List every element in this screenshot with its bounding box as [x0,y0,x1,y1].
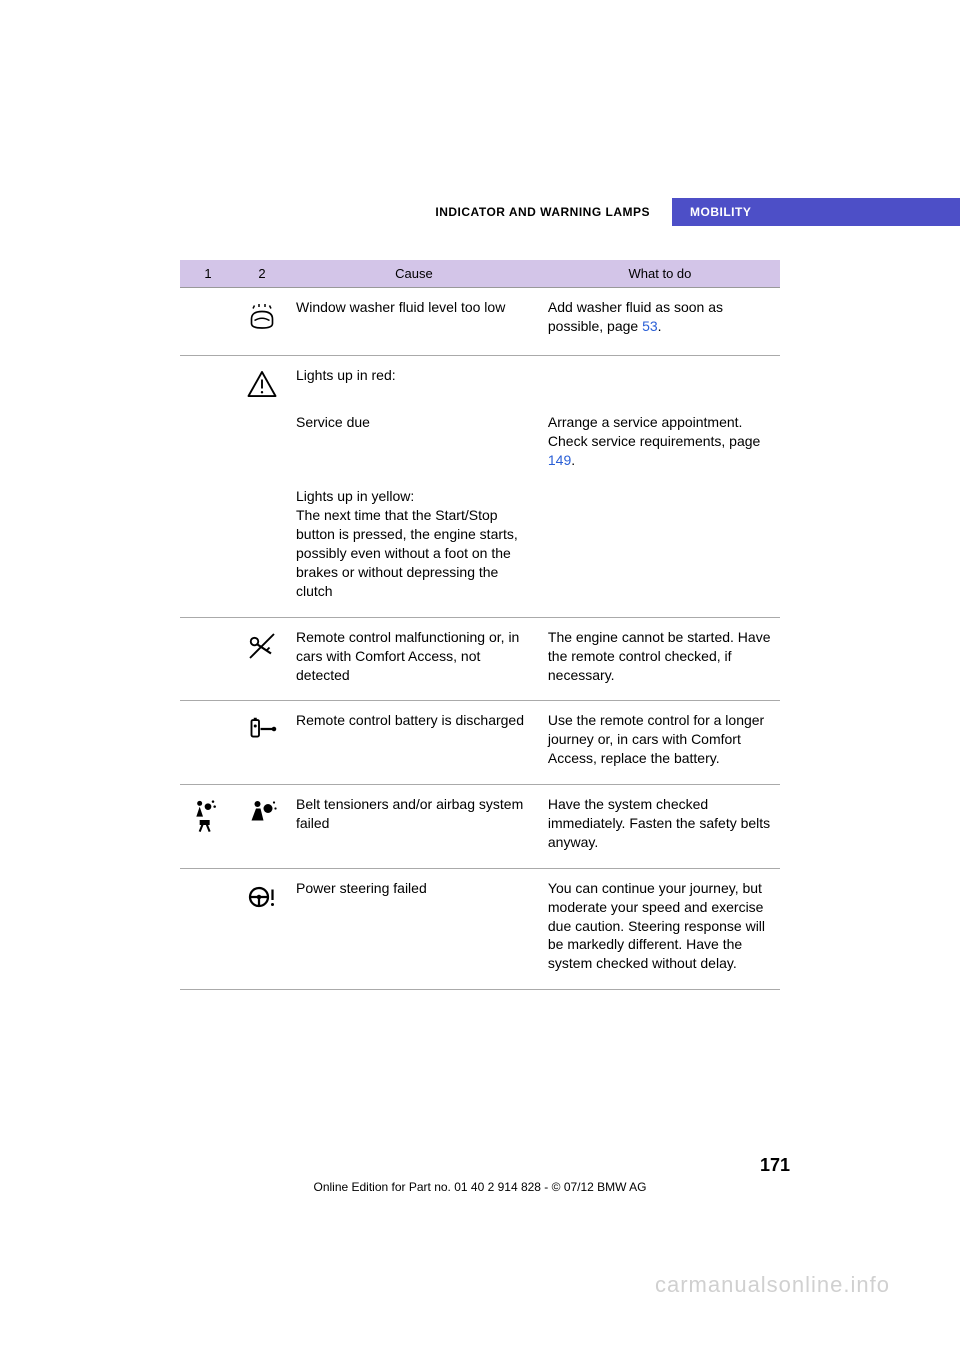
key-slash-icon [244,628,280,664]
table-row: Belt tensioners and/or airbag system fai… [180,785,780,869]
washer-fluid-icon [244,298,280,334]
cause-text: Remote control battery is discharged [288,701,540,785]
chapter-badge: MOBILITY [672,198,960,226]
col-header-2: 2 [236,260,288,288]
page-link[interactable]: 53 [642,318,658,334]
col-header-action: What to do [540,260,780,288]
cause-text: Power steering failed [288,868,540,989]
steering-warning-icon [244,879,280,915]
table-row: Remote control battery is discharged Use… [180,701,780,785]
cause-text: Service due [288,411,540,474]
cause-text: Belt tensioners and/or airbag system fai… [288,785,540,869]
table-row: Service due Arrange a service appointmen… [180,411,780,474]
cause-text: Lights up in yellow: The next time that … [288,473,540,617]
action-text: The engine cannot be started. Have the r… [540,617,780,701]
table-row: Lights up in yellow: The next time that … [180,473,780,617]
section-title: INDICATOR AND WARNING LAMPS [0,205,672,219]
cause-text: Lights up in red: [288,355,540,410]
cause-text: Remote control malfunctioning or, in car… [288,617,540,701]
chapter-title: MOBILITY [672,205,751,219]
table-row: Remote control malfunctioning or, in car… [180,617,780,701]
page-header: INDICATOR AND WARNING LAMPS MOBILITY [0,198,960,226]
warning-triangle-icon [244,366,280,402]
action-text: Add washer fluid as soon as possible, pa… [540,288,780,356]
page-link[interactable]: 149 [548,452,571,468]
watermark: carmanualsonline.info [655,1272,890,1298]
action-text: Have the system checked immediately. Fas… [540,785,780,869]
table-row: Window washer fluid level too low Add wa… [180,288,780,356]
table-row: Lights up in red: [180,355,780,410]
warning-lamps-table: 1 2 Cause What to do [180,260,780,990]
cause-text: Window washer fluid level too low [288,288,540,356]
key-battery-icon [244,711,280,747]
action-text: Arrange a service appointment. Check ser… [540,411,780,474]
airbag-seatbelt-icon [188,795,228,835]
col-header-cause: Cause [288,260,540,288]
page-number: 171 [760,1155,790,1176]
footer-text: Online Edition for Part no. 01 40 2 914 … [0,1180,960,1194]
table-row: Power steering failed You can continue y… [180,868,780,989]
action-text: Use the remote control for a longer jour… [540,701,780,785]
action-text: You can continue your journey, but moder… [540,868,780,989]
manual-page: INDICATOR AND WARNING LAMPS MOBILITY 1 2… [0,0,960,1358]
table-header-row: 1 2 Cause What to do [180,260,780,288]
airbag-icon [244,795,280,831]
col-header-1: 1 [180,260,236,288]
